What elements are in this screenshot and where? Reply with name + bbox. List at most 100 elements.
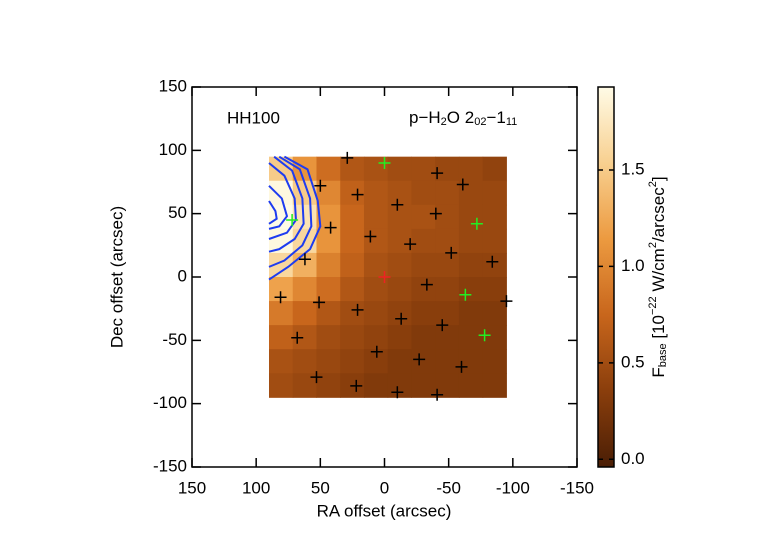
text-part: base: [657, 343, 669, 367]
y-tick-label: 50: [168, 203, 187, 222]
heat-cell: [482, 325, 507, 350]
heat-cell: [316, 228, 341, 254]
marker: [420, 278, 433, 291]
heat-cell: [363, 325, 389, 350]
x-tick-label: -150: [560, 478, 594, 497]
marker: [500, 295, 513, 308]
marker: [391, 386, 404, 399]
colorbar-tick-label: 0.5: [621, 352, 645, 371]
heat-cell: [482, 277, 507, 302]
heat-cell: [340, 252, 365, 278]
heat-cell: [269, 228, 294, 254]
marker: [431, 388, 444, 401]
y-tick-label: 0: [178, 266, 187, 285]
marker: [470, 217, 483, 230]
x-tick-label: -50: [436, 478, 461, 497]
text-part: 02: [474, 116, 486, 128]
heat-cell: [340, 301, 365, 326]
heat-cell: [435, 325, 460, 350]
heat-cell: [411, 373, 436, 398]
heat-cell: [316, 252, 341, 278]
heat-cell: [458, 228, 484, 254]
y-axis-label: Dec offset (arcsec): [107, 206, 126, 348]
heat-cell: [340, 156, 365, 182]
y-tick-label: -150: [153, 456, 187, 475]
heat-cell: [435, 204, 460, 230]
text-part: ]: [649, 176, 668, 181]
heat-cell: [435, 373, 460, 398]
contour: [268, 200, 278, 225]
colorbar: [597, 86, 615, 468]
heat-cell: [411, 252, 436, 278]
heat-cell: [435, 301, 460, 326]
text-part: 2: [647, 181, 659, 187]
heat-cell: [458, 252, 484, 278]
heat-cell: [458, 301, 484, 326]
heat-cell: [458, 156, 484, 182]
text-part: 11: [506, 116, 517, 128]
heat-cell: [482, 180, 507, 206]
heat-cell: [340, 180, 365, 206]
heat-cell: [482, 349, 507, 374]
y-tick-label: -50: [162, 330, 187, 349]
text-part: W/cm: [649, 248, 668, 296]
annotation: p−H2O 202−111: [409, 108, 517, 128]
heat-cell: [411, 277, 436, 302]
text-part: 2: [441, 116, 447, 128]
x-tick-label: 150: [178, 478, 206, 497]
heat-cell: [387, 349, 412, 374]
marker: [324, 221, 337, 234]
marker: [429, 207, 442, 220]
heat-cell: [482, 156, 507, 182]
heat-cell: [482, 373, 507, 398]
map-layer: [268, 151, 513, 401]
heat-cell: [435, 349, 460, 374]
marker: [413, 353, 426, 366]
heat-cell: [387, 301, 412, 326]
marker: [341, 151, 354, 164]
marker: [286, 214, 299, 226]
contour: [268, 162, 297, 240]
heat-cell: [292, 301, 317, 326]
marker: [431, 167, 444, 180]
heat-cell: [387, 180, 412, 206]
heat-cell: [340, 204, 365, 230]
heat-cell: [411, 204, 436, 230]
heat-cell: [458, 349, 484, 374]
marker: [370, 345, 383, 358]
annotation: HH100: [227, 108, 280, 127]
heat-cell: [482, 204, 507, 230]
marker: [486, 255, 499, 268]
heat-cell: [435, 156, 460, 182]
heat-cell: [269, 349, 294, 374]
heat-cell: [340, 228, 365, 254]
heat-cell: [435, 252, 460, 278]
heat-cell: [387, 156, 412, 182]
heat-cell: [435, 180, 460, 206]
heat-cell: [411, 156, 436, 182]
heat-cell: [363, 228, 389, 254]
x-tick-label: 100: [242, 478, 270, 497]
y-tick-label: 100: [159, 140, 187, 159]
heat-cell: [387, 277, 412, 302]
heat-cell: [482, 252, 507, 278]
marker: [291, 331, 304, 344]
x-axis-label: RA offset (arcsec): [317, 501, 452, 520]
y-tick-label: -100: [153, 393, 187, 412]
heat-cell: [316, 156, 341, 182]
marker: [351, 303, 364, 316]
colorbar-tick-label: 1.5: [621, 159, 645, 178]
marker: [445, 246, 458, 259]
heat-cell: [411, 228, 436, 254]
marker: [436, 319, 449, 332]
marker: [378, 271, 391, 283]
heat-cell: [411, 325, 436, 350]
x-tick-label: -100: [496, 478, 530, 497]
heat-cell: [458, 277, 484, 302]
heat-cell: [340, 325, 365, 350]
heat-cell: [269, 325, 294, 350]
marker: [404, 238, 417, 251]
heat-cell: [387, 373, 412, 398]
